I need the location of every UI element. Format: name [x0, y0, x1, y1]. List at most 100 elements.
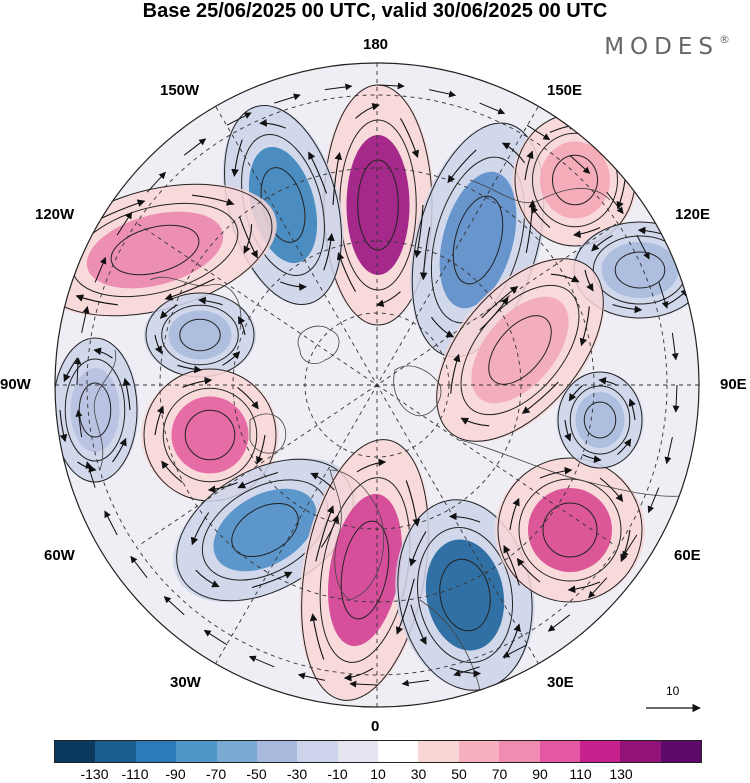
- wind-arrow: [647, 487, 660, 514]
- wind-arrow: [75, 409, 83, 438]
- wind-arrow: [376, 82, 405, 90]
- wind-arrow: [568, 384, 583, 402]
- anomaly-contour: [518, 478, 622, 582]
- wind-arrow: [524, 150, 534, 181]
- wind-arrow: [309, 613, 325, 660]
- wind-arrow: [460, 417, 490, 427]
- wind-arrow: [343, 667, 374, 682]
- anomaly-core: [439, 171, 517, 309]
- wind-arrow: [448, 512, 481, 523]
- wind-arrow: [259, 119, 286, 129]
- anomaly-contour: [162, 387, 258, 483]
- anomaly-contour: [557, 371, 643, 469]
- colorbar-cell: [176, 741, 217, 762]
- wind-arrow: [572, 227, 601, 238]
- anomaly-contour: [583, 401, 617, 439]
- wind-arrow: [122, 377, 131, 411]
- modes-logo: MODES®: [604, 33, 730, 60]
- wind-arrow: [274, 93, 301, 104]
- map-disk: [55, 63, 699, 707]
- anomaly-contour: [179, 318, 221, 352]
- wind-arrow: [93, 347, 113, 359]
- colorbar-cell: [297, 741, 338, 762]
- wind-arrow: [582, 454, 602, 463]
- wind-arrow: [237, 386, 259, 410]
- wind-arrow: [59, 409, 68, 443]
- wind-arrow: [237, 471, 279, 489]
- lon-label-30e: 30E: [547, 674, 574, 691]
- lon-label-60e: 60E: [674, 547, 701, 564]
- wind-vectors: [57, 82, 696, 688]
- wind-arrow: [332, 151, 343, 206]
- colorbar-tick-label: -70: [205, 766, 227, 782]
- wind-arrow: [569, 154, 591, 174]
- anomaly-contour: [161, 304, 239, 366]
- colorbar-cell: [620, 741, 661, 762]
- wind-arrow: [664, 436, 673, 465]
- wind-arrow: [183, 138, 207, 156]
- anomaly-contour: [614, 251, 666, 289]
- wind-arrow: [591, 234, 613, 252]
- wind-arrow: [308, 151, 328, 194]
- wind-arrow: [584, 269, 594, 292]
- wind-arrow: [198, 296, 223, 306]
- lon-label-30w: 30W: [170, 674, 201, 691]
- wind-arrow: [410, 604, 427, 645]
- anomaly-contour: [542, 502, 598, 558]
- anomaly-core: [425, 539, 505, 651]
- wind-arrow: [297, 672, 326, 681]
- anomaly-contour: [532, 132, 618, 228]
- wind-arrow: [323, 233, 335, 271]
- wind-arrow: [550, 273, 580, 283]
- wind-arrow: [320, 514, 340, 548]
- wind-arrow: [547, 614, 571, 632]
- wind-arrow: [686, 248, 696, 271]
- map-boundary: [54, 62, 700, 708]
- wind-arrow: [479, 102, 506, 115]
- wind-arrow: [104, 510, 118, 536]
- wind-arrow: [315, 505, 335, 562]
- anomaly-core: [171, 396, 249, 474]
- anomaly-contour: [357, 159, 399, 251]
- coastlines: [93, 179, 691, 691]
- wind-arrow: [588, 577, 608, 599]
- wind-arrow: [74, 357, 82, 386]
- anomaly-contour: [439, 558, 491, 632]
- colorbar-cell: [95, 741, 136, 762]
- wind-arrow: [182, 376, 213, 388]
- wind-arrow: [256, 434, 266, 465]
- anomaly-contour: [184, 409, 236, 461]
- wind-arrow: [405, 480, 421, 527]
- wind-arrow: [501, 142, 526, 164]
- anomaly-contour: [430, 156, 526, 324]
- wind-arrow: [450, 353, 461, 394]
- colorbar-cell: [499, 741, 540, 762]
- colorbar-cell: [418, 741, 459, 762]
- wind-arrow: [564, 419, 572, 442]
- wind-arrow: [94, 256, 107, 283]
- wind-arrow: [163, 596, 185, 616]
- wind-arrow: [395, 578, 415, 635]
- wind-arrow: [509, 497, 520, 531]
- colorbar-cell: [579, 741, 621, 762]
- lon-label-180: 180: [363, 36, 389, 53]
- lon-label-120w: 120W: [35, 206, 75, 223]
- anomaly-core: [86, 211, 224, 289]
- anomaly-contour: [497, 457, 643, 603]
- anomaly-core: [168, 310, 232, 360]
- wind-arrow: [409, 531, 427, 567]
- wind-arrow: [567, 581, 601, 594]
- wind-arrow: [85, 461, 96, 488]
- wind-arrow: [349, 680, 378, 688]
- wind-arrow: [636, 234, 650, 260]
- wind-arrow: [428, 89, 457, 98]
- anomaly-contour: [340, 520, 390, 620]
- wind-arrow: [479, 296, 509, 331]
- wind-arrow: [453, 666, 480, 677]
- wind-arrow: [116, 211, 133, 236]
- wind-arrow: [336, 251, 356, 292]
- wind-arrow: [481, 286, 519, 319]
- wind-arrow: [413, 204, 424, 259]
- reference-vector-label: 10: [666, 684, 680, 698]
- wind-arrow: [658, 282, 669, 309]
